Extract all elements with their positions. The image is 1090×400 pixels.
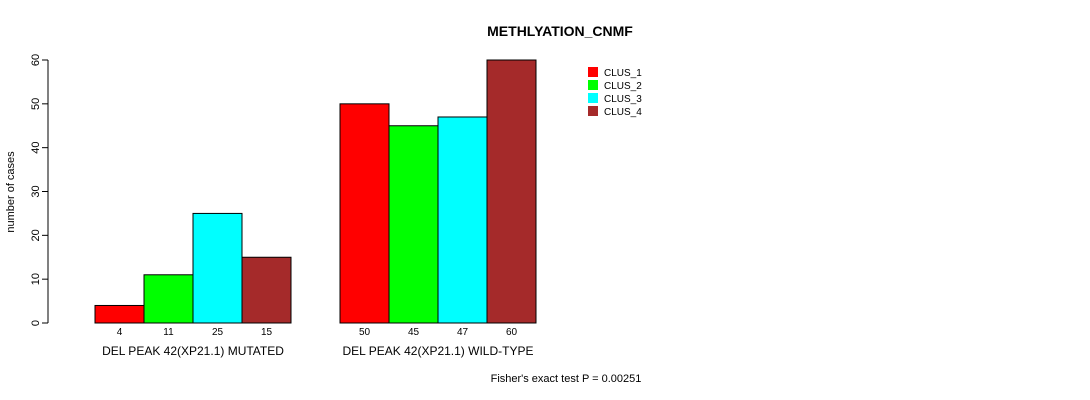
y-tick-label: 30 [30, 185, 42, 197]
legend-label: CLUS_2 [604, 81, 642, 92]
bar-value-label: 4 [117, 327, 123, 338]
y-axis-label: number of cases [5, 151, 17, 233]
bar-value-label: 25 [212, 327, 224, 338]
bar-group: 50 45 47 60 DEL PEAK 42(XP21.1) WILD-TYPE [339, 59, 537, 358]
bar-value-label: 15 [261, 327, 273, 338]
legend-item: CLUS_4 [588, 106, 642, 118]
legend-label: CLUS_3 [604, 94, 642, 105]
y-tick-label: 10 [30, 273, 42, 285]
bar-clus-1 [339, 103, 390, 324]
legend-swatch [588, 93, 598, 103]
bar-value-label: 60 [506, 327, 518, 338]
bars-layer: 4 11 25 15 DEL PEAK 42(XP21.1) MUTATED 50 45 47… [94, 59, 537, 358]
legend-label: CLUS_1 [604, 68, 642, 79]
legend-item: CLUS_1 [588, 67, 642, 79]
bar-clus-4 [241, 256, 292, 324]
bar-value-label: 47 [457, 327, 469, 338]
y-tick-label: 0 [30, 320, 42, 326]
bar-value-label: 50 [359, 327, 371, 338]
legend-label: CLUS_4 [604, 107, 642, 118]
bar-clus-4 [486, 59, 537, 324]
category-label: DEL PEAK 42(XP21.1) WILD-TYPE [343, 344, 534, 358]
bar-clus-3 [437, 116, 488, 324]
legend-swatch [588, 80, 598, 90]
y-tick-label: 40 [30, 142, 42, 154]
fisher-test-annotation: Fisher's exact test P = 0.00251 [491, 373, 642, 385]
y-tick-label: 20 [30, 229, 42, 241]
legend: CLUS_1 CLUS_2 CLUS_3 CLUS_4 [588, 67, 642, 118]
legend-swatch [588, 106, 598, 116]
bar-clus-2 [143, 274, 194, 324]
chart-title: METHLYATION_CNMF [487, 23, 633, 39]
y-axis: 0 10 20 30 40 50 60 [30, 54, 49, 326]
legend-item: CLUS_2 [588, 80, 642, 92]
bar-group: 4 11 25 15 DEL PEAK 42(XP21.1) MUTATED [94, 212, 292, 358]
bar-clus-3 [192, 212, 243, 324]
bar-clus-1 [94, 304, 145, 324]
category-label: DEL PEAK 42(XP21.1) MUTATED [102, 344, 284, 358]
legend-swatch [588, 67, 598, 77]
bar-value-label: 11 [163, 327, 174, 338]
legend-item: CLUS_3 [588, 93, 642, 105]
bar-value-label: 45 [408, 327, 420, 338]
bar-clus-2 [388, 125, 439, 324]
y-tick-label: 50 [30, 98, 42, 110]
y-tick-label: 60 [30, 54, 42, 66]
